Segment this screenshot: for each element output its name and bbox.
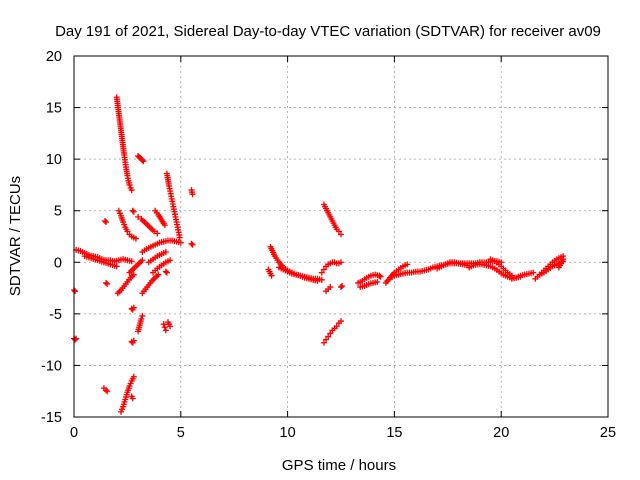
data-point: [103, 219, 110, 226]
data-point: [130, 304, 137, 311]
data-point: [130, 373, 137, 380]
data-point: [104, 388, 111, 395]
points-layer: [71, 94, 567, 415]
data-point: [101, 218, 108, 225]
data-point: [124, 228, 131, 235]
data-point: [130, 337, 137, 344]
data-point: [530, 269, 537, 276]
data-point: [162, 327, 169, 334]
data-point: [103, 279, 110, 286]
x-tick-label: 5: [177, 425, 185, 441]
data-point: [338, 284, 344, 291]
data-point: [126, 181, 133, 188]
data-point: [188, 240, 195, 247]
plot-frame: [73, 55, 609, 418]
data-point: [161, 324, 168, 331]
data-point: [128, 187, 135, 194]
data-point: [376, 272, 383, 279]
y-tick-label: 20: [46, 49, 62, 65]
data-point: [72, 288, 79, 295]
data-point: [155, 271, 162, 278]
y-tick-label: -5: [49, 307, 62, 323]
data-point: [314, 277, 321, 284]
data-point: [128, 258, 135, 265]
data-point: [323, 336, 330, 343]
data-point: [374, 278, 381, 285]
data-point: [167, 257, 174, 264]
data-point: [560, 256, 567, 263]
y-tick-label: 0: [54, 255, 62, 271]
data-point: [72, 336, 79, 343]
y-tick-label: 10: [46, 152, 62, 168]
data-point: [130, 208, 137, 215]
tick-labels-layer: 0 5 10 15 20 25 -15 -10 -5 0 5 10 15 20: [41, 49, 616, 441]
data-point: [189, 191, 196, 198]
data-point: [162, 268, 169, 275]
data-point: [113, 263, 120, 270]
data-point: [176, 234, 183, 241]
x-tick-label: 0: [70, 425, 78, 441]
data-point: [325, 333, 332, 340]
data-point: [338, 318, 344, 325]
data-point: [129, 395, 136, 402]
data-point: [189, 241, 196, 248]
data-point: [140, 158, 147, 165]
data-point: [177, 239, 184, 246]
data-point: [338, 231, 344, 238]
data-point: [320, 339, 327, 346]
data-point: [339, 283, 346, 290]
x-tick-label: 10: [280, 425, 296, 441]
data-point: [135, 213, 142, 220]
data-point: [130, 271, 137, 278]
data-point: [132, 235, 139, 242]
data-point: [162, 248, 169, 255]
data-point: [139, 157, 146, 164]
data-point: [160, 321, 167, 328]
data-point: [333, 323, 340, 330]
data-point: [139, 312, 146, 319]
data-point: [104, 280, 111, 287]
data-point: [327, 284, 334, 291]
data-point: [320, 266, 327, 273]
x-axis-label: GPS time / hours: [282, 457, 396, 474]
y-axis-label: SDTVAR / TECUs: [7, 176, 24, 296]
data-point: [103, 387, 110, 394]
chart-title: Day 191 of 2021, Sidereal Day-to-day VTE…: [55, 23, 601, 40]
data-point: [318, 276, 325, 283]
data-point: [327, 330, 334, 337]
data-point: [318, 269, 325, 276]
data-point: [268, 272, 275, 279]
data-point: [154, 230, 161, 237]
y-tick-label: -10: [41, 358, 62, 374]
data-point: [151, 228, 158, 235]
data-point: [163, 269, 170, 276]
x-tick-label: 15: [386, 425, 402, 441]
data-point: [335, 228, 342, 235]
data-point: [338, 259, 344, 266]
data-point: [129, 207, 136, 214]
data-point: [404, 261, 411, 268]
data-point: [161, 222, 168, 229]
y-tick-label: -15: [41, 410, 62, 426]
x-tick-label: 25: [600, 425, 616, 441]
data-point: [167, 323, 174, 330]
y-tick-label: 15: [46, 101, 62, 117]
y-tick-label: 5: [54, 204, 62, 220]
data-point: [139, 257, 146, 264]
data-point: [138, 316, 145, 323]
data-point: [377, 273, 384, 280]
x-tick-label: 20: [493, 425, 509, 441]
ticks-layer: [73, 55, 609, 418]
